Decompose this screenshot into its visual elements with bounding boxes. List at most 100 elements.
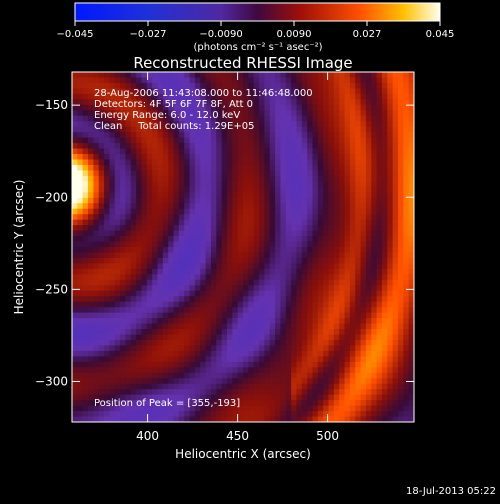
heatmap-cell	[141, 154, 148, 161]
heatmap-cell	[189, 143, 196, 150]
heatmap-cell	[301, 323, 308, 330]
heatmap-cell	[248, 279, 255, 286]
heatmap-cell	[349, 203, 356, 210]
heatmap-cell	[296, 115, 303, 122]
heatmap-cell	[323, 268, 330, 275]
heatmap-cell	[248, 394, 255, 401]
heatmap-cell	[237, 339, 244, 347]
heatmap-cell	[173, 88, 180, 95]
heatmap-cell	[72, 241, 78, 248]
heatmap-cell	[200, 99, 207, 106]
heatmap-cell	[275, 197, 281, 204]
heatmap-cell	[93, 378, 100, 385]
heatmap-cell	[365, 214, 372, 221]
heatmap-cell	[408, 279, 414, 286]
heatmap-cell	[285, 389, 292, 396]
heatmap-cell	[136, 372, 143, 379]
heatmap-cell	[157, 257, 164, 265]
heatmap-cell	[307, 389, 314, 396]
heatmap-cell	[248, 241, 255, 248]
heatmap-cell	[93, 318, 100, 325]
heatmap-cell	[312, 389, 319, 396]
heatmap-cell	[114, 181, 121, 188]
heatmap-cell	[307, 279, 314, 286]
heatmap-cell	[93, 400, 100, 407]
heatmap-cell	[216, 208, 223, 215]
heatmap-cell	[120, 77, 127, 84]
heatmap-cell	[210, 143, 217, 150]
heatmap-cell	[136, 214, 143, 221]
heatmap-cell	[365, 400, 372, 407]
heatmap-cell	[130, 164, 137, 172]
heatmap-cell	[216, 263, 223, 270]
heatmap-cell	[360, 367, 367, 374]
heatmap-cell	[237, 93, 244, 100]
heatmap-cell	[365, 88, 372, 95]
heatmap-cell	[387, 126, 394, 133]
heatmap-cell	[328, 389, 335, 396]
heatmap-cell	[248, 170, 255, 177]
heatmap-cell	[109, 126, 116, 133]
heatmap-cell	[285, 154, 292, 161]
heatmap-cell	[280, 192, 287, 199]
heatmap-cell	[349, 279, 356, 286]
heatmap-cell	[157, 350, 164, 357]
heatmap-cell	[280, 88, 287, 95]
heatmap-cell	[125, 208, 132, 215]
heatmap-cell	[189, 411, 196, 418]
heatmap-cell	[77, 372, 84, 379]
heatmap-cell	[200, 257, 207, 265]
heatmap-cell	[323, 301, 330, 308]
heatmap-cell	[387, 405, 394, 412]
heatmap-cell	[339, 405, 346, 412]
heatmap-cell	[349, 367, 356, 374]
heatmap-cell	[88, 214, 94, 221]
heatmap-cell	[232, 236, 239, 243]
heatmap-cell	[221, 110, 228, 117]
heatmap-cell	[216, 170, 223, 177]
heatmap-cell	[365, 307, 372, 314]
heatmap-cell	[365, 356, 372, 363]
heatmap-cell	[392, 296, 399, 303]
heatmap-cell	[392, 252, 399, 259]
heatmap-cell	[387, 416, 394, 422]
heatmap-cell	[317, 148, 324, 155]
heatmap-cell	[243, 77, 249, 84]
heatmap-cell	[285, 186, 292, 193]
heatmap-cell	[312, 154, 319, 161]
heatmap-cell	[328, 268, 335, 275]
heatmap-cell	[136, 361, 143, 368]
heatmap-cell	[344, 312, 351, 319]
heatmap-cell	[355, 307, 362, 314]
heatmap-cell	[109, 164, 116, 172]
heatmap-cell	[264, 411, 271, 418]
heatmap-cell	[296, 279, 303, 286]
heatmap-cell	[146, 214, 153, 221]
heatmap-cell	[178, 318, 185, 325]
heatmap-cell	[312, 334, 319, 341]
heatmap-cell	[184, 361, 191, 368]
heatmap-cell	[237, 148, 244, 155]
heatmap-cell	[104, 148, 110, 155]
heatmap-cell	[323, 154, 330, 161]
heatmap-cell	[291, 115, 298, 122]
heatmap-cell	[114, 285, 121, 292]
heatmap-cell	[344, 400, 351, 407]
heatmap-cell	[194, 137, 201, 144]
heatmap-cell	[243, 72, 249, 79]
heatmap-cell	[307, 99, 314, 106]
heatmap-cell	[333, 104, 340, 111]
heatmap-cell	[162, 389, 169, 396]
heatmap-cell	[360, 268, 367, 275]
heatmap-cell	[173, 93, 180, 100]
heatmap-cell	[248, 115, 255, 122]
heatmap-cell	[285, 88, 292, 95]
heatmap-cell	[408, 307, 414, 314]
heatmap-cell	[162, 301, 169, 308]
heatmap-cell	[146, 72, 153, 79]
heatmap-cell	[146, 263, 153, 270]
heatmap-cell	[269, 372, 276, 379]
heatmap-cell	[237, 367, 244, 374]
heatmap-cell	[114, 405, 121, 412]
heatmap-cell	[72, 99, 78, 106]
